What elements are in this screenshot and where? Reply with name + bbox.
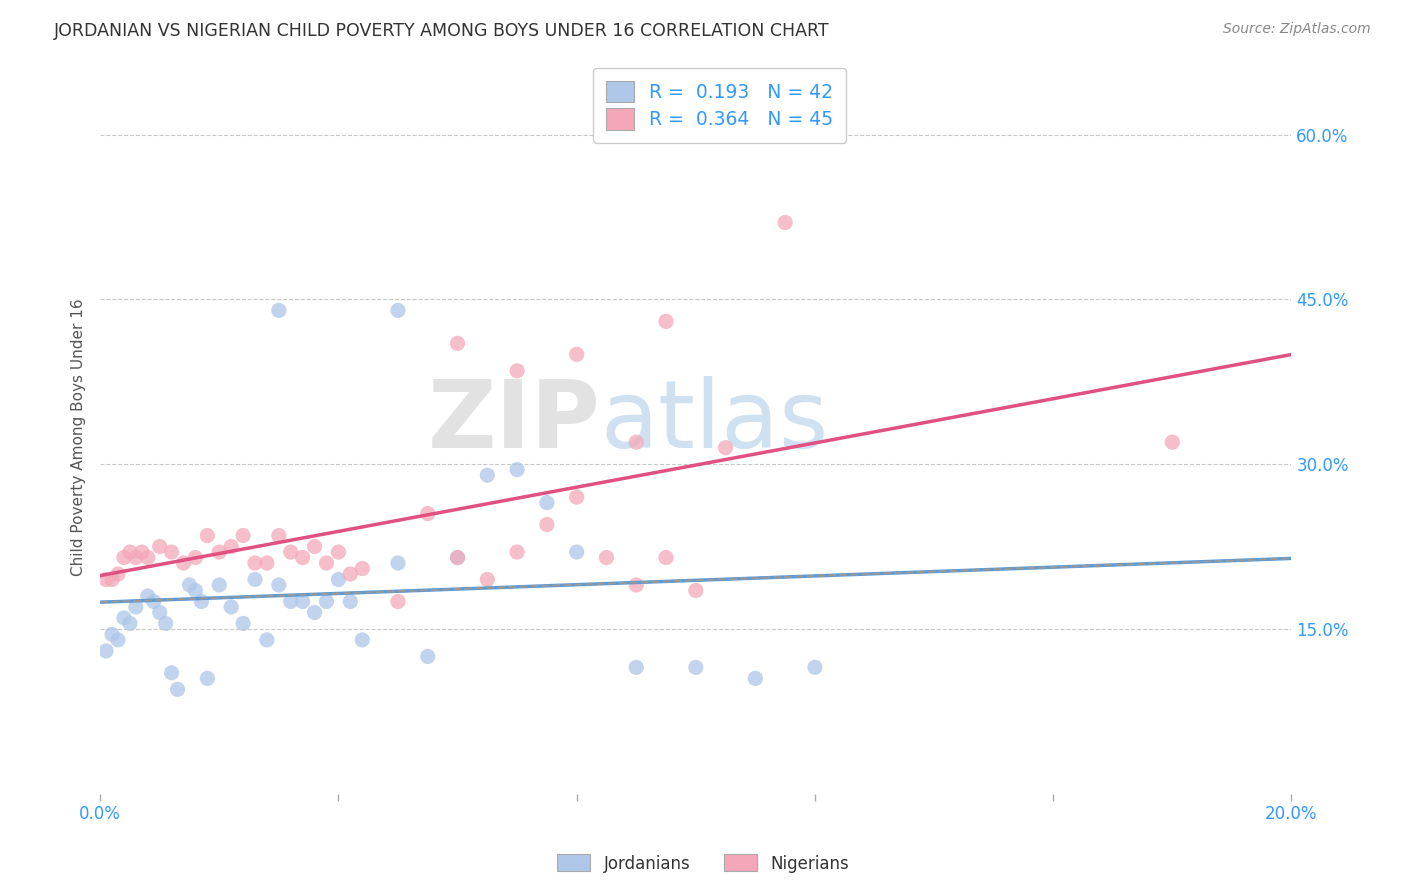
Point — [315, 556, 337, 570]
Point — [142, 594, 165, 608]
Point — [291, 550, 314, 565]
Point — [446, 550, 468, 565]
Point — [208, 545, 231, 559]
Point — [804, 660, 827, 674]
Point — [136, 550, 159, 565]
Point — [565, 490, 588, 504]
Point — [267, 578, 290, 592]
Point — [626, 578, 648, 592]
Point — [416, 649, 439, 664]
Point — [339, 594, 361, 608]
Point — [101, 627, 124, 641]
Point — [195, 528, 218, 542]
Point — [232, 616, 254, 631]
Point — [352, 561, 374, 575]
Point — [190, 594, 212, 608]
Point — [101, 573, 124, 587]
Point — [714, 441, 737, 455]
Point — [506, 545, 529, 559]
Point — [339, 567, 361, 582]
Text: atlas: atlas — [600, 376, 828, 468]
Point — [208, 578, 231, 592]
Point — [243, 573, 266, 587]
Point — [536, 495, 558, 509]
Text: Source: ZipAtlas.com: Source: ZipAtlas.com — [1223, 22, 1371, 37]
Legend: Jordanians, Nigerians: Jordanians, Nigerians — [550, 847, 856, 880]
Point — [243, 556, 266, 570]
Point — [387, 594, 409, 608]
Point — [232, 528, 254, 542]
Point — [160, 545, 183, 559]
Point — [685, 660, 707, 674]
Point — [195, 671, 218, 685]
Point — [477, 573, 499, 587]
Point — [118, 616, 141, 631]
Point — [565, 347, 588, 361]
Point — [267, 528, 290, 542]
Point — [256, 632, 278, 647]
Point — [149, 540, 172, 554]
Point — [304, 606, 326, 620]
Point — [416, 507, 439, 521]
Point — [107, 632, 129, 647]
Point — [256, 556, 278, 570]
Point — [446, 336, 468, 351]
Point — [179, 578, 201, 592]
Point — [315, 594, 337, 608]
Point — [112, 611, 135, 625]
Point — [387, 303, 409, 318]
Point — [184, 550, 207, 565]
Point — [352, 632, 374, 647]
Point — [166, 682, 188, 697]
Text: ZIP: ZIP — [427, 376, 600, 468]
Point — [107, 567, 129, 582]
Point — [506, 364, 529, 378]
Point — [595, 550, 617, 565]
Point — [94, 573, 117, 587]
Point — [773, 215, 796, 229]
Legend: R =  0.193   N = 42, R =  0.364   N = 45: R = 0.193 N = 42, R = 0.364 N = 45 — [593, 68, 846, 143]
Point — [280, 545, 302, 559]
Point — [565, 545, 588, 559]
Point — [328, 573, 350, 587]
Point — [446, 550, 468, 565]
Point — [155, 616, 177, 631]
Point — [655, 314, 678, 328]
Point — [136, 589, 159, 603]
Point — [267, 303, 290, 318]
Point — [626, 435, 648, 450]
Point — [118, 545, 141, 559]
Y-axis label: Child Poverty Among Boys Under 16: Child Poverty Among Boys Under 16 — [72, 298, 86, 575]
Point — [328, 545, 350, 559]
Point — [149, 606, 172, 620]
Point — [477, 468, 499, 483]
Point — [219, 599, 242, 614]
Point — [160, 665, 183, 680]
Point — [304, 540, 326, 554]
Point — [94, 644, 117, 658]
Text: JORDANIAN VS NIGERIAN CHILD POVERTY AMONG BOYS UNDER 16 CORRELATION CHART: JORDANIAN VS NIGERIAN CHILD POVERTY AMON… — [53, 22, 830, 40]
Point — [184, 583, 207, 598]
Point — [744, 671, 766, 685]
Point — [685, 583, 707, 598]
Point — [506, 463, 529, 477]
Point — [387, 556, 409, 570]
Point — [280, 594, 302, 608]
Point — [125, 599, 148, 614]
Point — [626, 660, 648, 674]
Point — [655, 550, 678, 565]
Point — [291, 594, 314, 608]
Point — [1161, 435, 1184, 450]
Point — [131, 545, 153, 559]
Point — [173, 556, 195, 570]
Point — [536, 517, 558, 532]
Point — [112, 550, 135, 565]
Point — [219, 540, 242, 554]
Point — [125, 550, 148, 565]
